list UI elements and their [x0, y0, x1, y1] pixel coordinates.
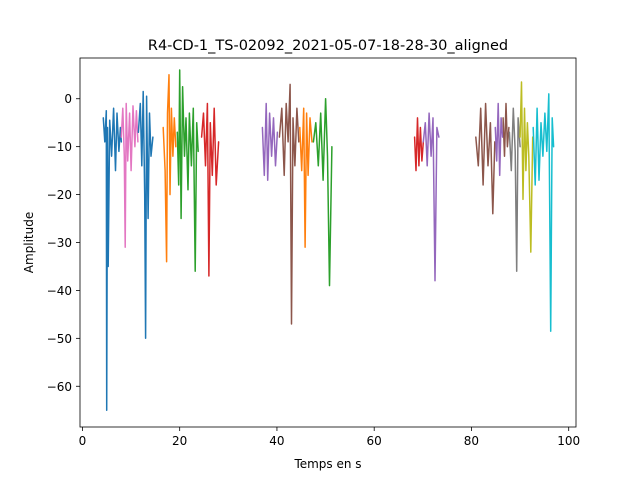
series-line-10 — [312, 97, 333, 287]
series-line-7 — [261, 102, 279, 181]
y-tick-label: −10 — [47, 140, 72, 154]
series-line-8 — [278, 83, 300, 325]
series-line-18 — [532, 93, 555, 332]
series-line-14 — [494, 102, 504, 177]
series-line-15 — [502, 102, 510, 157]
y-axis: 0 −10 −20 −30 −40 −50 −60 — [47, 92, 80, 394]
y-tick-label: −30 — [47, 236, 72, 250]
series-line-17 — [519, 81, 534, 253]
x-tick-label: 80 — [464, 434, 479, 448]
x-axis-label: Temps en s — [293, 457, 361, 471]
series-line-1 — [102, 107, 123, 411]
series-line-2 — [120, 102, 139, 249]
x-tick-label: 20 — [172, 434, 187, 448]
series-layer — [102, 69, 555, 411]
y-tick-label: 0 — [64, 92, 72, 106]
series-line-3 — [137, 90, 154, 340]
series-line-6 — [200, 102, 220, 277]
x-tick-label: 40 — [269, 434, 284, 448]
series-line-4 — [162, 74, 177, 263]
x-axis: 0 20 40 60 80 100 — [79, 427, 580, 448]
x-tick-label: 100 — [557, 434, 580, 448]
y-tick-label: −50 — [47, 332, 72, 346]
x-tick-label: 0 — [79, 434, 87, 448]
chart-title: R4-CD-1_TS-02092_2021-05-07-18-28-30_ali… — [148, 38, 508, 54]
y-tick-label: −40 — [47, 284, 72, 298]
y-tick-label: −20 — [47, 188, 72, 202]
series-line-9 — [299, 107, 313, 249]
series-line-11 — [413, 117, 425, 172]
series-line-12 — [422, 112, 440, 282]
y-tick-label: −60 — [47, 380, 72, 394]
y-axis-label: Amplitude — [22, 212, 36, 274]
series-line-5 — [176, 69, 199, 273]
x-tick-label: 60 — [367, 434, 382, 448]
series-line-16 — [508, 107, 521, 273]
series-line-13 — [475, 102, 496, 215]
